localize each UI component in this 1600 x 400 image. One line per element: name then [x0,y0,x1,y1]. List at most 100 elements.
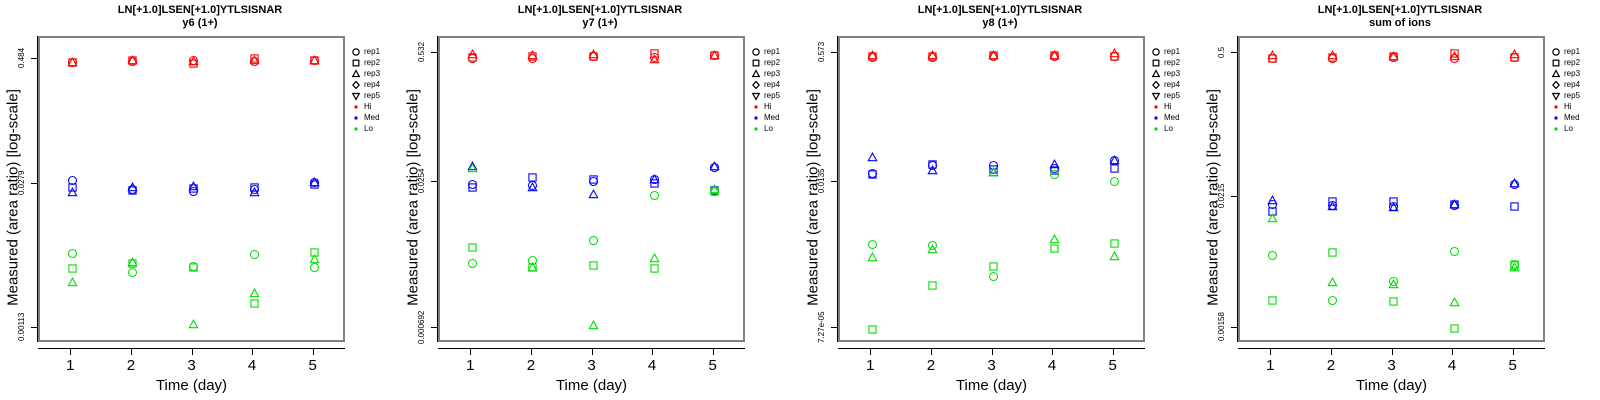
data-point-triangle-up-icon [988,166,999,178]
data-point-circle-icon [527,53,538,64]
data-point-circle-icon [67,248,78,259]
data-point-triangle-up-icon [1509,49,1520,60]
data-point-circle-icon [709,186,720,197]
data-point-triangle-up-icon [988,166,999,178]
legend-item-rep1: rep1 [1550,46,1600,57]
panel-2: LN[+1.0]LSEN[+1.0]YTLSISNAR y7 (1+) Measur… [400,0,800,400]
legend-item-rep1: rep1 [750,46,800,57]
x-tick-mark [591,349,593,355]
data-point-circle-icon [709,162,720,173]
legend-item-label: rep2 [364,58,381,67]
triangle-down-icon [350,90,362,101]
data-point-square-icon [1449,199,1460,210]
legend-item-lo: Lo [1150,123,1200,134]
data-point-circle-icon [649,174,660,185]
data-point-circle-icon [1449,246,1460,257]
data-point-triangle-up-icon [1048,49,1060,61]
data-point-square-icon [1267,295,1278,306]
x-tick-mark [312,349,314,355]
data-point-circle-icon [67,57,78,68]
legend: rep1 rep2 rep3 rep4 rep5 Hi Med Lo [1150,46,1200,134]
legend-item-label: Hi [1164,102,1172,111]
legend-item-rep2: rep2 [1150,57,1200,68]
data-point-triangle-up-icon [588,319,599,331]
data-point-triangle-up-icon [248,288,260,299]
panel-1: LN[+1.0]LSEN[+1.0]YTLSISNAR y6 (1+) Measur… [0,0,400,400]
legend-item-rep2: rep2 [1550,57,1600,68]
data-point-triangle-up-icon [467,49,478,60]
data-point-triangle-up-icon [1448,51,1460,62]
y-tick-mark [1231,195,1237,197]
data-point-square-icon [649,178,660,189]
panel-4: LN[+1.0]LSEN[+1.0]YTLSISNAR sum of ions Me… [1200,0,1600,400]
data-point-triangle-up-icon [648,253,660,264]
y-tick-mark [831,327,837,328]
legend-item-label: Hi [764,102,772,111]
data-point-triangle-up-icon [248,187,260,198]
data-point-triangle-up-icon [527,261,539,273]
dot-icon [750,123,762,134]
data-point-circle-icon [1049,169,1060,180]
data-point-circle-icon [127,184,138,195]
x-tick-label: 3 [987,357,996,374]
data-point-circle-icon [249,249,260,260]
x-tick-mark [70,349,72,355]
legend-item-label: Lo [364,124,373,133]
data-point-square-icon [1509,52,1520,63]
data-point-triangle-up-icon [927,243,939,255]
legend-item-lo: Lo [750,123,800,134]
legend-item-lo: Lo [350,123,400,134]
data-point-square-icon [867,324,878,335]
data-point-square-icon [188,183,199,194]
data-point-triangle-up-icon [1448,198,1460,210]
legend-item-label: rep4 [364,80,381,89]
x-tick-label: 4 [1447,357,1457,374]
data-point-circle-icon [1327,295,1338,306]
data-point-circle-icon [188,261,199,272]
data-point-square-icon [988,50,999,61]
data-point-circle-icon [1388,52,1399,63]
data-point-triangle-up-icon [188,56,199,67]
data-point-square-icon [1109,51,1120,62]
legend-item-label: rep3 [764,69,781,78]
triangle-down-icon [750,90,762,101]
legend: rep1 rep2 rep3 rep4 rep5 Hi Med Lo [750,46,800,134]
data-point-triangle-up-icon [67,277,78,288]
x-axis-line [38,348,345,349]
y-tick-label: 0.484 [17,47,26,68]
legend-item-label: rep3 [1564,69,1581,78]
x-tick-label: 2 [526,357,536,374]
data-point-square-icon [1327,52,1338,63]
data-point-square-icon [249,182,260,193]
data-point-triangle-up-icon [467,161,478,172]
triangle-up-icon [1150,68,1162,79]
data-point-triangle-up-icon [1509,261,1520,273]
data-point-circle-icon [1267,53,1278,64]
y-tick-label: 0.000692 [417,310,426,344]
x-axis-title: Time (day) [1355,377,1428,394]
legend-item-label: Med [1164,113,1180,122]
data-point-square-icon [588,51,599,62]
dot-icon [350,101,362,112]
legend-item-label: rep5 [1564,91,1581,100]
data-point-triangle-up-icon [1448,297,1460,308]
data-point-square-icon [649,263,660,274]
legend-item-med: Med [1550,112,1600,123]
triangle-down-icon [1150,90,1162,101]
data-point-square-icon [1449,323,1460,334]
x-tick-mark [712,349,714,355]
data-point-triangle-up-icon [67,56,78,68]
data-point-triangle-up-icon [709,161,720,172]
legend-item-label: Lo [764,124,773,133]
x-tick-mark [1330,349,1332,355]
data-point-triangle-up-icon [309,54,320,66]
data-point-circle-icon [1267,199,1278,210]
data-point-triangle-up-icon [648,54,660,65]
data-point-triangle-up-icon [1267,50,1278,61]
data-point-square-icon [988,261,999,272]
data-point-triangle-up-icon [127,54,139,66]
data-point-triangle-up-icon [309,253,320,265]
y-tick-label: 0.573 [817,42,826,63]
x-tick-mark [1512,349,1514,355]
